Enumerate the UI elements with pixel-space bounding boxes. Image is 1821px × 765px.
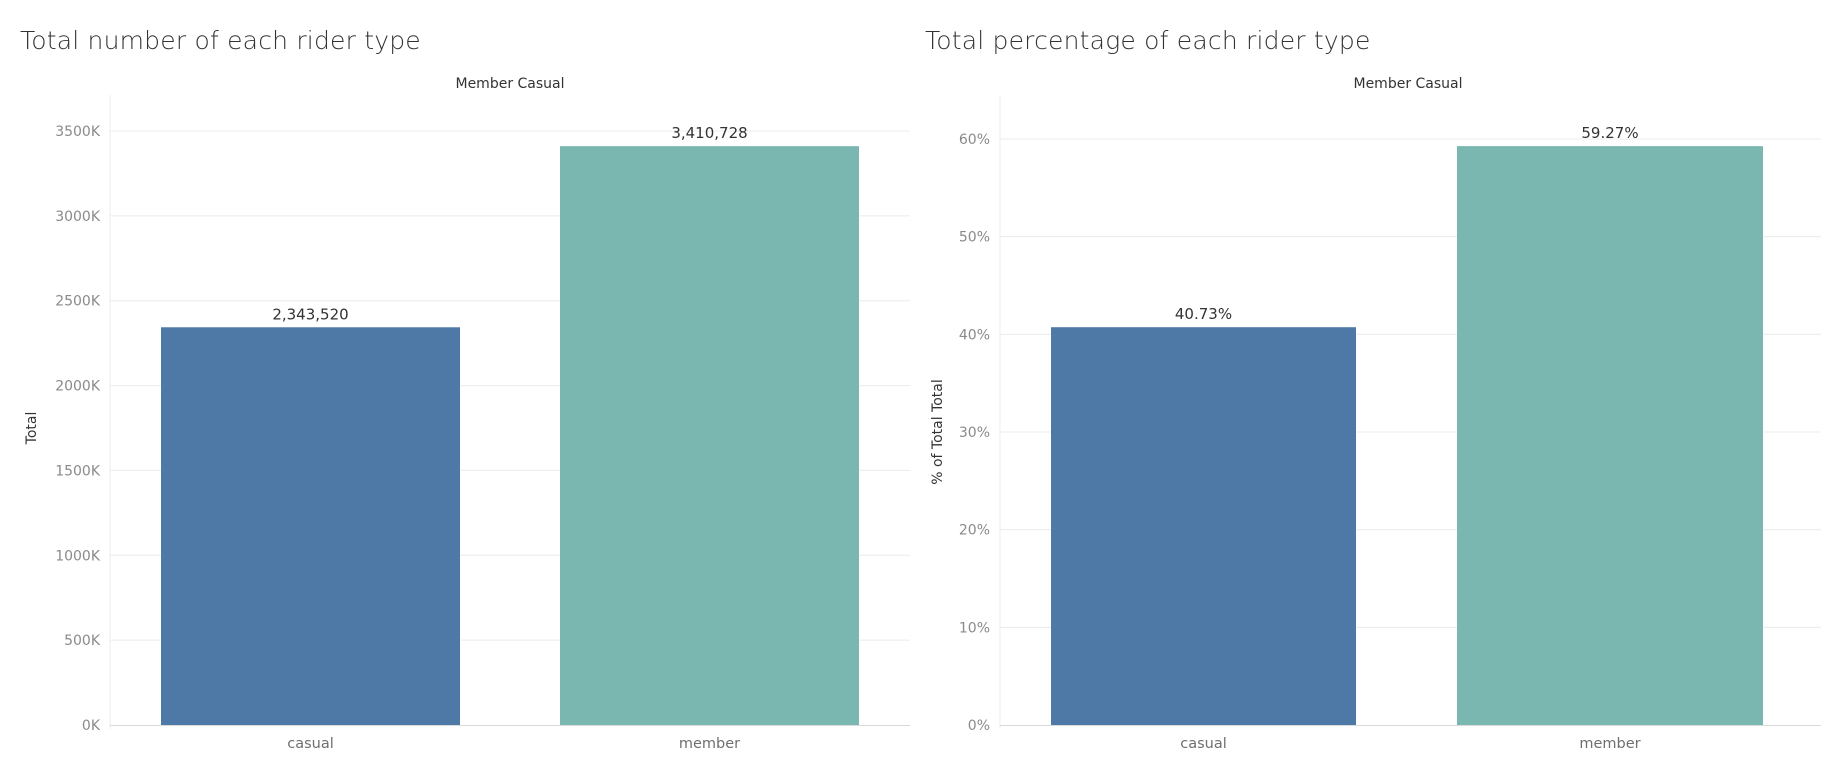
bar-member — [560, 146, 859, 725]
chart-header: Member Casual — [455, 76, 564, 92]
x-tick-label: casual — [1180, 736, 1227, 752]
y-tick-label: 1500K — [55, 463, 101, 479]
y-tick-label: 2500K — [55, 294, 101, 310]
data-label: 3,410,728 — [671, 124, 747, 142]
chart-title: Total number of each rider type — [20, 26, 421, 55]
y-tick-label: 10% — [959, 620, 990, 636]
y-tick-label: 2000K — [55, 379, 101, 395]
bar-member — [1457, 146, 1763, 726]
x-tick-label: member — [1579, 736, 1640, 752]
y-tick-label: 1000K — [55, 548, 101, 564]
chart-header: Member Casual — [1353, 76, 1462, 92]
y-tick-label: 50% — [959, 230, 990, 246]
chart-title: Total percentage of each rider type — [925, 26, 1371, 55]
y-tick-label: 500K — [64, 633, 101, 649]
y-axis-label: % of Total Total — [930, 379, 946, 485]
data-label: 59.27% — [1581, 124, 1638, 142]
bar-casual — [1051, 327, 1356, 725]
x-tick-label: casual — [287, 736, 334, 752]
y-tick-label: 20% — [959, 523, 990, 539]
bar-chart-total-count: Member Casual Total 0K 500K 1000K 1500K 2000K 2… — [24, 76, 910, 752]
y-axis-label: Total — [24, 412, 40, 446]
data-label: 2,343,520 — [272, 305, 348, 323]
y-tick-label: 60% — [959, 132, 990, 148]
y-tick-label: 30% — [959, 425, 990, 441]
x-tick-label: member — [679, 736, 740, 752]
data-label: 40.73% — [1175, 305, 1232, 323]
chart-panel-total-count: Total number of each rider type Member C… — [0, 0, 910, 765]
bar-casual — [161, 327, 460, 725]
y-tick-label: 3500K — [55, 124, 101, 140]
y-tick-label: 3000K — [55, 209, 101, 225]
y-tick-label: 40% — [959, 327, 990, 343]
y-tick-label: 0K — [82, 718, 101, 734]
y-tick-label: 0% — [968, 718, 990, 734]
